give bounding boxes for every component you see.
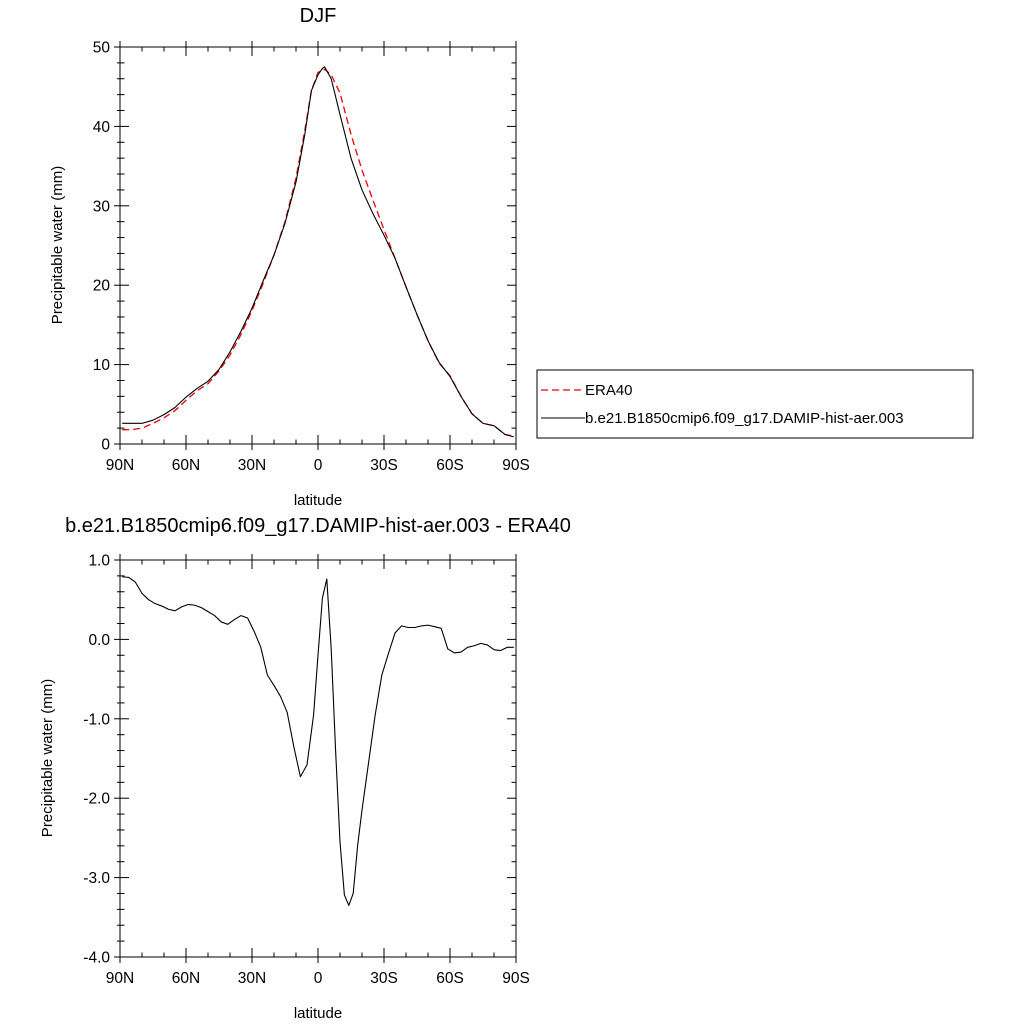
- bottom-x-tick-label: 30N: [238, 970, 266, 987]
- top-y-tick-label: 40: [93, 119, 111, 136]
- bottom-y-tick-label: 1.0: [88, 553, 110, 570]
- top-y-tick-label: 50: [93, 40, 111, 57]
- bottom-x-tick-label: 30S: [370, 970, 398, 987]
- top-plot-frame: [119, 46, 517, 445]
- top-legend: ERA40 b.e21.B1850cmip6.f09_g17.DAMIP-his…: [536, 369, 974, 439]
- top-y-tick-label: 10: [93, 357, 111, 374]
- bottom-panel: b.e21.B1850cmip6.f09_g17.DAMIP-hist-aer.…: [39, 515, 571, 1022]
- legend-label-model: b.e21.B1850cmip6.f09_g17.DAMIP-hist-aer.…: [585, 410, 904, 427]
- top-y-tick-label: 0: [101, 437, 110, 454]
- bottom-y-tick-label: -4.0: [83, 950, 110, 967]
- top-x-tick-label: 0: [314, 457, 323, 474]
- top-panel: DJF 0 10 20 30 40 50 90N 60N 30N 0 30S 60S 90S Prec…: [49, 5, 974, 509]
- top-x-tick-label: 90S: [502, 457, 530, 474]
- top-x-tick-label: 30S: [370, 457, 398, 474]
- top-x-ticks: 90N 60N 30N 0 30S 60S 90S: [106, 41, 530, 474]
- top-y-tick-label: 20: [93, 278, 111, 295]
- bottom-x-tick-label: 90N: [106, 970, 134, 987]
- bottom-plot-series: [122, 576, 514, 906]
- bottom-x-axis-label: latitude: [294, 1005, 342, 1022]
- bottom-y-tick-label: -3.0: [83, 870, 110, 887]
- bottom-x-tick-label: 90S: [502, 970, 530, 987]
- top-y-ticks: 0 10 20 30 40 50: [93, 40, 516, 454]
- top-y-tick-label: 30: [93, 198, 111, 215]
- top-plot-series: [122, 66, 514, 438]
- top-x-tick-label: 60S: [436, 457, 464, 474]
- bottom-chart-title: b.e21.B1850cmip6.f09_g17.DAMIP-hist-aer.…: [65, 515, 571, 537]
- bottom-y-tick-label: -2.0: [83, 791, 110, 808]
- bottom-y-tick-label: 0.0: [88, 632, 110, 649]
- top-x-axis-label: latitude: [294, 492, 342, 509]
- bottom-x-ticks: 90N 60N 30N 0 30S 60S 90S: [106, 554, 530, 987]
- bottom-series-line-model: [122, 576, 514, 906]
- bottom-y-ticks: -4.0 -3.0 -2.0 -1.0 0.0 1.0: [83, 553, 516, 967]
- bottom-y-tick-label: -1.0: [83, 711, 110, 728]
- top-series-line-era40: [122, 68, 514, 437]
- legend-label-era40: ERA40: [585, 382, 633, 399]
- legend-box: [536, 369, 974, 439]
- bottom-x-tick-label: 60S: [436, 970, 464, 987]
- bottom-x-tick-label: 60N: [172, 970, 200, 987]
- bottom-x-tick-label: 0: [314, 970, 323, 987]
- top-x-tick-label: 30N: [238, 457, 266, 474]
- top-x-tick-label: 90N: [106, 457, 134, 474]
- top-x-tick-label: 60N: [172, 457, 200, 474]
- top-series-line-model: [122, 66, 514, 438]
- bottom-plot-frame: [119, 559, 517, 958]
- top-y-axis-label: Precipitable water (mm): [49, 166, 66, 324]
- bottom-y-axis-label: Precipitable water (mm): [39, 679, 56, 837]
- top-chart-title: DJF: [300, 5, 337, 27]
